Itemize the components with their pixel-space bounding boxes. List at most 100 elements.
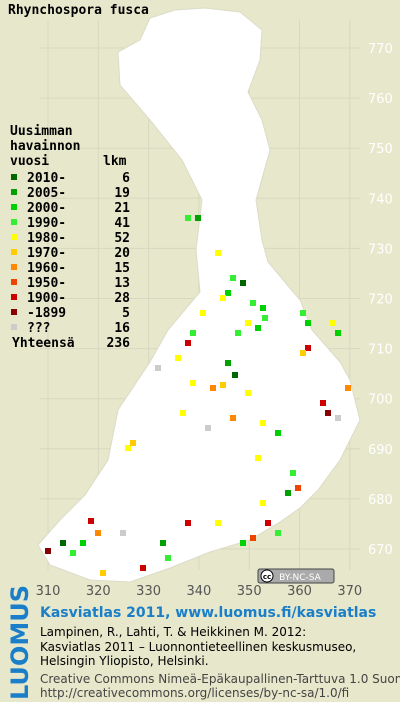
occurrence-cell [220, 382, 226, 388]
legend: Uusimman havainnon vuosi lkm Yhteensä 23… [10, 124, 130, 351]
occurrence-cell [232, 372, 238, 378]
total-count: 236 [107, 336, 131, 351]
occurrence-cell [290, 470, 296, 476]
x-axis-label: 360 [287, 584, 312, 599]
legend-label: 1960- [27, 261, 66, 276]
logo: LUOMUS [6, 585, 34, 700]
occurrence-cell [205, 425, 211, 431]
legend-heading: havainnon [10, 139, 80, 154]
legend-count-heading: lkm [103, 154, 127, 169]
occurrence-cell [255, 455, 261, 461]
legend-label: 1980- [27, 231, 66, 246]
occurrence-cell [240, 540, 246, 546]
occurrence-cell [250, 535, 256, 541]
occurrence-cell [245, 390, 251, 396]
y-axis-label: 760 [368, 92, 393, 107]
occurrence-cell [215, 520, 221, 526]
occurrence-cell [210, 385, 216, 391]
occurrence-cell [225, 360, 231, 366]
occurrence-cell [335, 415, 341, 421]
occurrence-cell [195, 215, 201, 221]
y-axis-label: 710 [368, 343, 393, 358]
legend-swatch [11, 279, 17, 285]
legend-swatch [11, 294, 17, 300]
occurrence-cell [120, 530, 126, 536]
license-text: Creative Commons Nimeä-Epäkaupallinen-Ta… [40, 672, 400, 686]
footer-headline: Kasviatlas 2011, www.luomus.fi/kasviatla… [40, 605, 376, 621]
occurrence-cell [190, 330, 196, 336]
occurrence-cell [60, 540, 66, 546]
occurrence-cell [125, 445, 131, 451]
occurrence-cell [155, 365, 161, 371]
occurrence-cell [245, 320, 251, 326]
occurrence-cell [140, 565, 146, 571]
legend-heading: Uusimman [10, 124, 73, 139]
x-axis-label: 330 [136, 584, 161, 599]
occurrence-cell [240, 280, 246, 286]
legend-count: 5 [122, 306, 130, 321]
legend-label: 1990- [27, 216, 66, 231]
legend-swatch [11, 219, 17, 225]
legend-count: 52 [114, 231, 130, 246]
occurrence-cell [230, 415, 236, 421]
legend-swatch [11, 324, 17, 330]
badge-text: BY-NC-SA [279, 573, 322, 583]
occurrence-cell [70, 550, 76, 556]
legend-label: 2010- [27, 171, 66, 186]
legend-label: ??? [27, 321, 50, 336]
y-axis-label: 720 [368, 293, 393, 308]
occurrence-cell [305, 345, 311, 351]
occurrence-cell [175, 355, 181, 361]
occurrence-cell [260, 500, 266, 506]
legend-swatch [11, 174, 17, 180]
license-badge: cc BY-NC-SA [257, 568, 335, 584]
occurrence-cell [265, 520, 271, 526]
x-axis-label: 370 [337, 584, 362, 599]
legend-swatch [11, 309, 17, 315]
occurrence-cell [215, 250, 221, 256]
x-axis-label: 340 [186, 584, 211, 599]
occurrence-cell [160, 540, 166, 546]
y-axis-label: 690 [368, 443, 393, 458]
occurrence-cell [95, 530, 101, 536]
legend-count: 6 [122, 171, 130, 186]
legend-swatch [11, 234, 17, 240]
occurrence-cell [88, 518, 94, 524]
legend-count: 19 [114, 186, 130, 201]
occurrence-cell [300, 350, 306, 356]
legend-swatch [11, 204, 17, 210]
legend-count: 16 [114, 321, 130, 336]
legend-count: 28 [114, 291, 130, 306]
occurrence-cell [260, 305, 266, 311]
legend-label: 1970- [27, 246, 66, 261]
occurrence-cell [165, 555, 171, 561]
y-axis-label: 730 [368, 242, 393, 257]
occurrence-cell [305, 320, 311, 326]
occurrence-cell [225, 290, 231, 296]
legend-count: 20 [114, 246, 130, 261]
legend-count: 15 [114, 261, 130, 276]
occurrence-cell [230, 275, 236, 281]
occurrence-cell [200, 310, 206, 316]
badge-frame [257, 568, 335, 584]
license-url: http://creativecommons.org/licenses/by-n… [40, 686, 349, 700]
occurrence-cell [275, 430, 281, 436]
finland-map [37, 7, 361, 583]
legend-label: -1899 [27, 306, 66, 321]
occurrence-cell [300, 310, 306, 316]
legend-swatch [11, 189, 17, 195]
occurrence-cell [220, 295, 226, 301]
y-axis-label: 680 [368, 493, 393, 508]
occurrence-cell [190, 380, 196, 386]
occurrence-cell [235, 330, 241, 336]
occurrence-cell [325, 410, 331, 416]
legend-count: 41 [114, 216, 130, 231]
occurrence-cell [185, 520, 191, 526]
occurrence-cell [255, 325, 261, 331]
legend-swatch [11, 249, 17, 255]
occurrence-cell [185, 215, 191, 221]
legend-count: 21 [114, 201, 130, 216]
occurrence-cell [130, 440, 136, 446]
y-axis-label: 670 [368, 543, 393, 558]
